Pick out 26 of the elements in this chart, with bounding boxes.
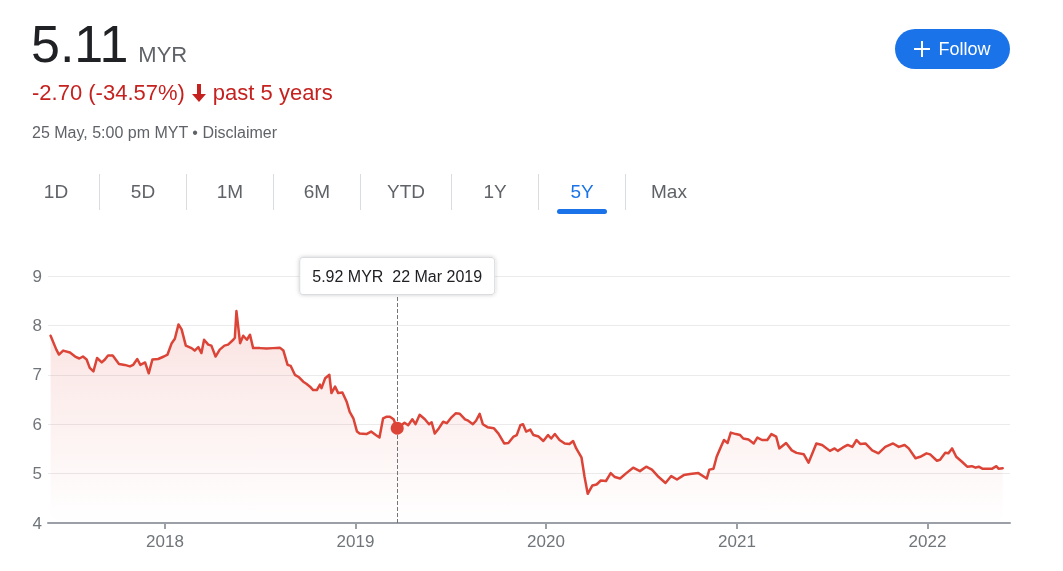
text: past 5 years (212, 80, 333, 106)
y-tick-label: 5 (32, 464, 42, 484)
chart-subtitle: MYR (138, 42, 188, 68)
x-tick-label: 2021 (718, 532, 756, 551)
text: Max (625, 174, 712, 210)
chart-title: 5.11 (31, 14, 129, 74)
y-tick-label: 4 (32, 513, 42, 533)
y-tick-label: 7 (32, 365, 42, 385)
text: YTD (360, 174, 451, 210)
text: 5D (99, 174, 186, 210)
text: 6M (273, 174, 360, 210)
x-tick-label: 2022 (908, 532, 947, 551)
text: 1Y (451, 174, 538, 210)
y-tick-label: 6 (32, 414, 42, 434)
text: Follow (938, 38, 991, 60)
text: -2.70 (-34.57%) (32, 80, 185, 106)
text: 25 May, 5:00 pm MYT • Disclaimer (32, 124, 278, 142)
text: 5Y (538, 174, 625, 210)
y-tick-label: 9 (32, 266, 42, 286)
y-tick-label: 8 (32, 315, 42, 335)
annotation: 5.92 MYR 22 Mar 2019 (312, 267, 483, 285)
x-tick-label: 2020 (527, 532, 565, 551)
text: 1M (186, 174, 273, 210)
x-tick-label: 2018 (146, 532, 184, 551)
x-tick-label: 2019 (336, 532, 375, 551)
text: 1D (42, 180, 70, 204)
